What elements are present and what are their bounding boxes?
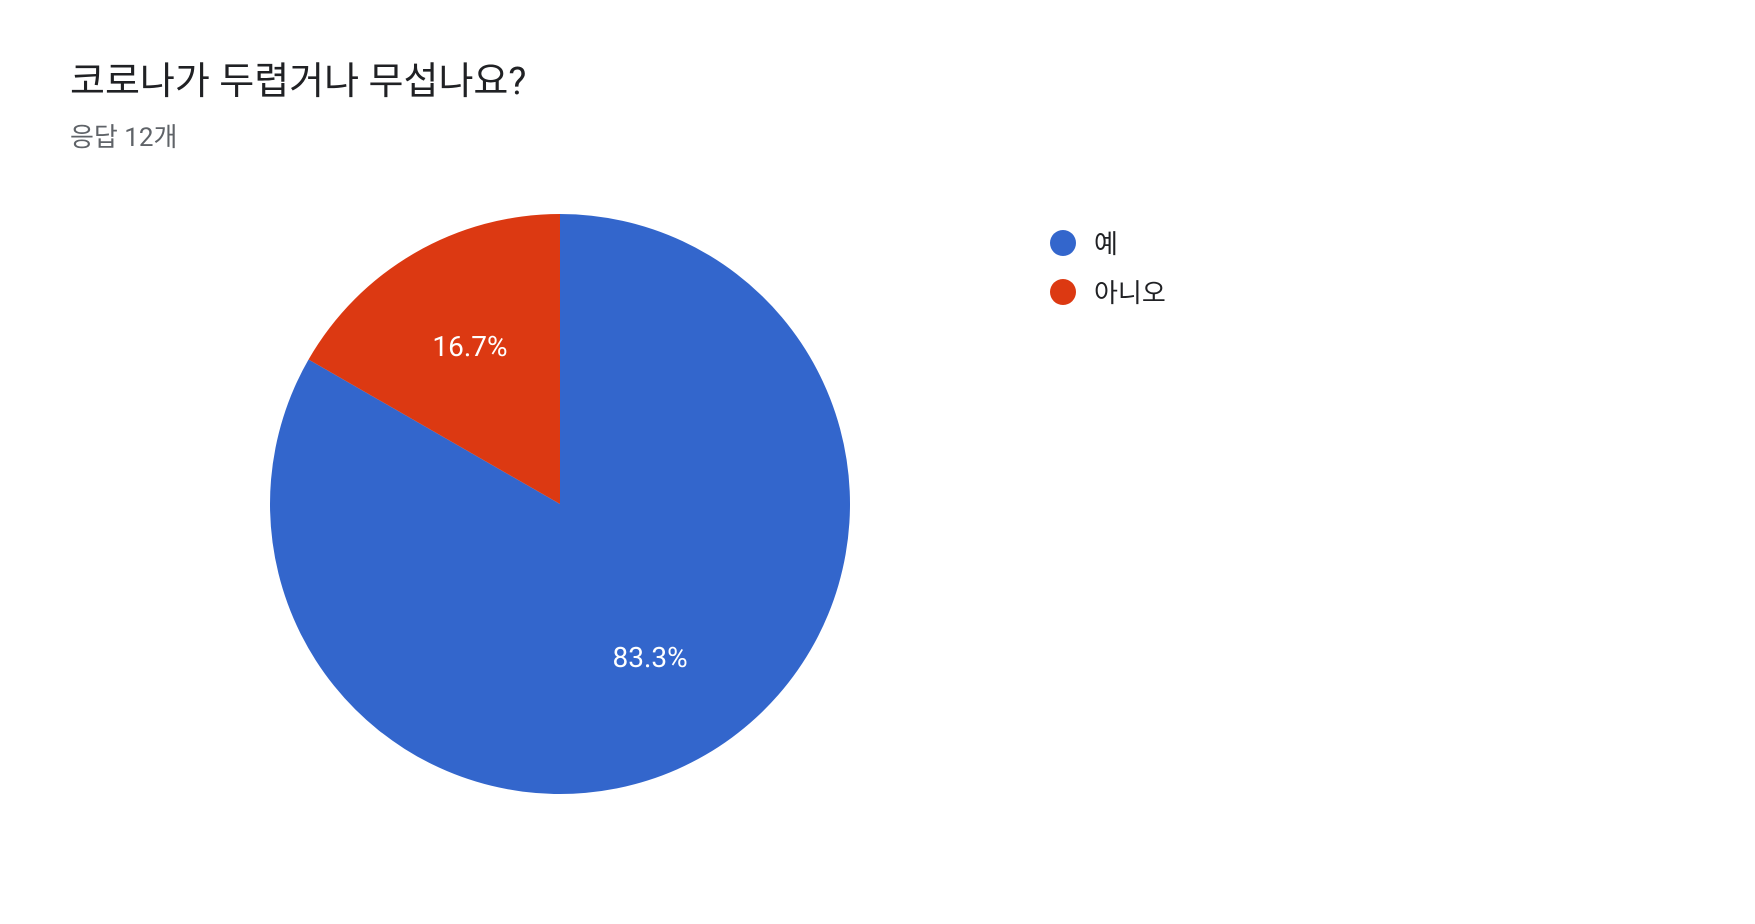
legend-item-0[interactable]: 예 xyxy=(1050,224,1166,261)
legend: 예아니오 xyxy=(1050,224,1166,322)
legend-marker-icon xyxy=(1050,279,1076,305)
pie-container: 83.3% 16.7% xyxy=(270,214,850,794)
legend-label: 아니오 xyxy=(1094,273,1166,310)
legend-marker-icon xyxy=(1050,230,1076,256)
chart-subtitle: 응답 12개 xyxy=(70,117,1685,154)
legend-label: 예 xyxy=(1094,224,1118,261)
slice-label-1: 16.7% xyxy=(432,330,507,363)
chart-title: 코로나가 두렵거나 무섭나요? xyxy=(70,50,1685,105)
chart-area: 83.3% 16.7% 예아니오 xyxy=(70,214,1685,794)
legend-item-1[interactable]: 아니오 xyxy=(1050,273,1166,310)
pie-chart: 83.3% 16.7% xyxy=(270,214,850,794)
slice-label-0: 83.3% xyxy=(613,641,688,674)
